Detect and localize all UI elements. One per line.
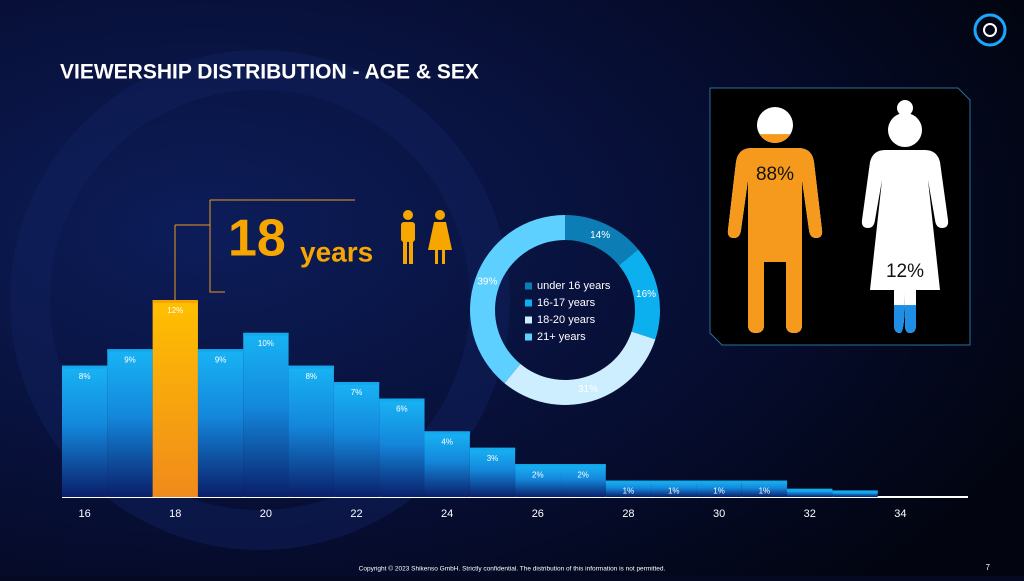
bar-value-label: 9% [124, 355, 136, 364]
bar [741, 480, 788, 497]
bar-top [832, 490, 878, 494]
bar [333, 382, 380, 497]
bar-value-label: 9% [215, 355, 227, 364]
donut-segment [565, 215, 639, 266]
bar-top [62, 365, 108, 369]
bar-value-label: 2% [577, 470, 589, 479]
x-tick-label: 28 [622, 508, 634, 520]
bar [515, 464, 561, 497]
bar-value-label: 6% [396, 405, 408, 414]
bar-value-label: 10% [258, 339, 274, 348]
bar-value-label: 1% [623, 487, 635, 496]
bar-top [424, 431, 470, 435]
callout-unit: years [300, 236, 373, 267]
bar-value-label: 4% [441, 437, 453, 446]
bar-value-label: 1% [759, 487, 771, 496]
callout-number: 18 [228, 210, 286, 268]
bar-value-label: 7% [351, 388, 363, 397]
bar-value-label: 3% [487, 454, 499, 463]
footer: Copyright © 2023 Shikenso GmbH. Strictly… [359, 565, 666, 573]
figure-value-label: 88% [756, 164, 794, 185]
bar [560, 464, 606, 497]
slide-title: VIEWERSHIP DISTRIBUTION - AGE & SEX [60, 61, 479, 84]
legend-label: 18-20 years [537, 314, 596, 326]
bar [787, 488, 833, 497]
bar-top [107, 349, 153, 353]
bar-value-label: 8% [79, 372, 91, 381]
bar-top [197, 349, 244, 353]
bar-top [605, 480, 652, 484]
page-number: 7 [986, 563, 991, 572]
legend-label: 21+ years [537, 331, 586, 343]
bar-top [469, 447, 516, 451]
bar-top [651, 480, 697, 484]
bar-top [288, 365, 334, 369]
donut-segment [504, 331, 656, 405]
bar-top [379, 398, 425, 402]
bar-top [787, 488, 833, 492]
bar [288, 365, 334, 497]
bar [107, 349, 153, 497]
legend-swatch [525, 299, 532, 307]
bar [197, 349, 244, 497]
x-tick-label: 34 [894, 508, 906, 520]
callout-icons [401, 210, 452, 264]
bar-value-label: 8% [305, 372, 317, 381]
donut-segment [469, 215, 565, 384]
bar-value-label: 12% [167, 306, 183, 315]
donut-value-label: 39% [477, 277, 497, 288]
bar-top [741, 480, 788, 484]
donut-segment [618, 249, 660, 340]
legend-swatch [525, 282, 532, 290]
bar [696, 480, 742, 497]
x-tick-label: 24 [441, 508, 453, 520]
bar-top [696, 480, 742, 484]
legend-swatch [525, 333, 532, 341]
bar-top [243, 332, 289, 336]
bar-value-label: 2% [532, 470, 544, 479]
legend-label: 16-17 years [537, 297, 596, 309]
x-tick-label: 16 [79, 508, 91, 520]
x-tick-label: 30 [713, 508, 725, 520]
bar [651, 480, 697, 497]
x-tick-label: 20 [260, 508, 272, 520]
x-tick-label: 26 [532, 508, 544, 520]
bar [832, 490, 878, 497]
bar [379, 398, 425, 497]
logo-inner [983, 23, 997, 37]
bar-value-label: 1% [713, 487, 725, 496]
figure-value-label: 12% [886, 261, 924, 282]
donut-value-label: 16% [636, 289, 656, 300]
bar [243, 332, 289, 497]
donut-value-label: 14% [590, 230, 610, 241]
x-tick-label: 22 [350, 508, 362, 520]
bar [424, 431, 470, 497]
bar [152, 300, 198, 497]
bar [605, 480, 652, 497]
x-tick-label: 18 [169, 508, 181, 520]
legend-swatch [525, 316, 532, 324]
bar-top [560, 464, 606, 468]
legend-label: under 16 years [537, 280, 611, 292]
bar-top [152, 300, 198, 303]
bar-top [333, 382, 380, 386]
x-tick-label: 32 [804, 508, 816, 520]
bar-top [515, 464, 561, 468]
callout-lines [174, 199, 355, 300]
donut-value-label: 31% [578, 384, 598, 395]
bar [62, 365, 108, 497]
bar [469, 447, 516, 497]
logo [973, 13, 1007, 47]
bar-value-label: 1% [668, 487, 680, 496]
